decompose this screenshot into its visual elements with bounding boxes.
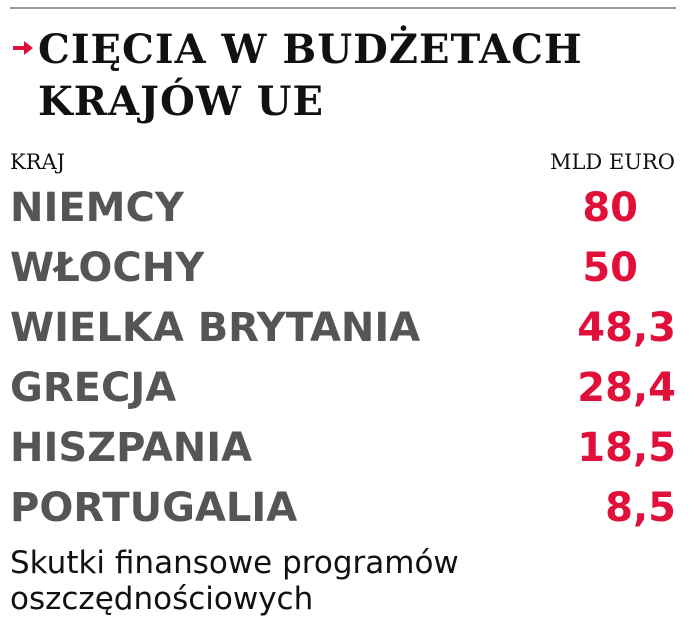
value-label: 48,3 xyxy=(577,305,676,351)
title-block: CIĘCIA W BUDŻETACH KRAJÓW UE xyxy=(10,24,680,128)
title-line-2: KRAJÓW UE xyxy=(38,78,325,125)
table-row: HISZPANIA 18,5 xyxy=(10,418,676,478)
table-row: WŁOCHY 50 xyxy=(10,238,676,298)
top-divider xyxy=(10,7,676,9)
page-title: CIĘCIA W BUDŻETACH KRAJÓW UE xyxy=(10,24,680,128)
table-row: WIELKA BRYTANIA 48,3 xyxy=(10,298,676,358)
value-label: 18,5 xyxy=(577,425,676,471)
country-label: WIELKA BRYTANIA xyxy=(10,305,421,351)
country-label: NIEMCY xyxy=(10,185,184,231)
table-row: PORTUGALIA 8,5 xyxy=(10,478,676,538)
title-line-1: CIĘCIA W BUDŻETACH xyxy=(38,26,583,73)
country-label: GRECJA xyxy=(10,365,177,411)
footnote-line-2: oszczędnościowych xyxy=(10,581,314,617)
arrow-right-icon xyxy=(13,41,33,55)
table-body: NIEMCY 80 WŁOCHY 50 WIELKA BRYTANIA 48,3 GRECJ… xyxy=(10,178,676,538)
country-label: HISZPANIA xyxy=(10,425,253,471)
value-label: 28,4 xyxy=(577,365,676,411)
footnote-line-1: Skutki finansowe programów xyxy=(10,545,459,581)
footnote: Skutki finansowe programów oszczędnościo… xyxy=(10,545,650,617)
column-header-value: MLD EURO xyxy=(549,150,675,174)
value-label: 8,5 xyxy=(605,485,676,531)
country-label: PORTUGALIA xyxy=(10,485,298,531)
table-row: GRECJA 28,4 xyxy=(10,358,676,418)
country-label: WŁOCHY xyxy=(10,245,205,291)
value-label: 80 xyxy=(582,185,638,231)
value-label: 50 xyxy=(582,245,638,291)
table-row: NIEMCY 80 xyxy=(10,178,676,238)
column-header-country: KRAJ xyxy=(10,150,66,174)
